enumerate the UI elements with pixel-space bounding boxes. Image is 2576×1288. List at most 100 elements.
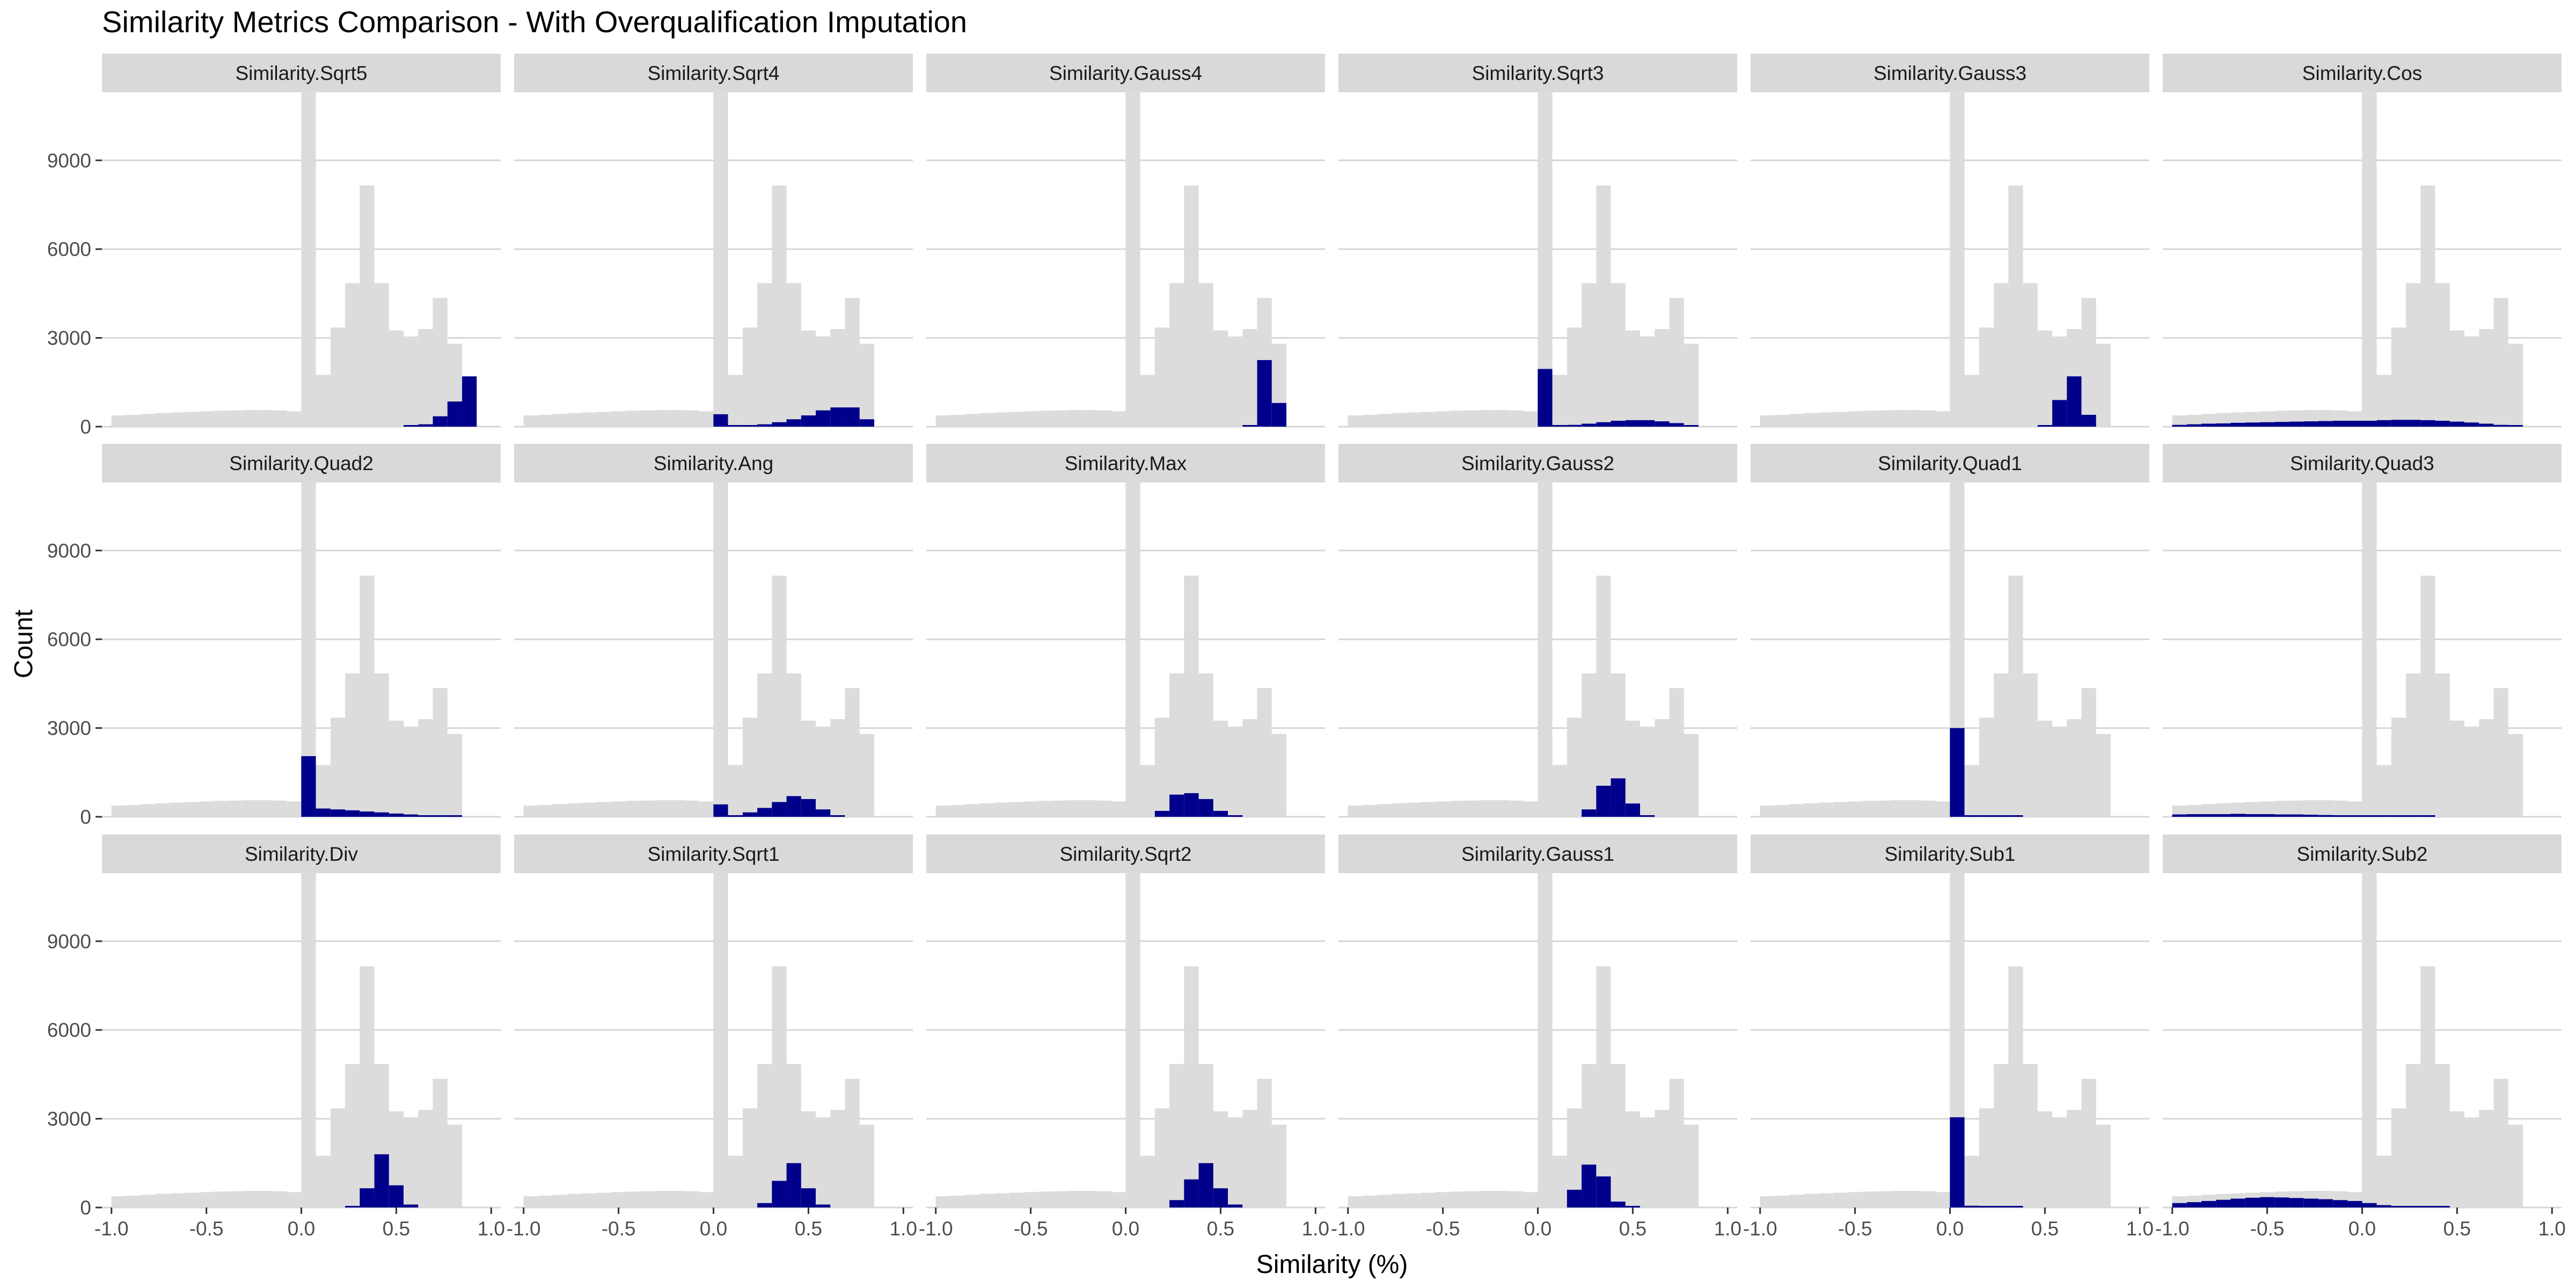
highlight-bar: [1611, 1201, 1626, 1208]
background-bar: [684, 410, 699, 427]
background-bar: [786, 673, 801, 817]
background-bar: [1465, 410, 1480, 427]
background-bar: [640, 800, 655, 817]
background-bar: [2067, 1110, 2082, 1208]
background-bar: [1640, 1117, 1655, 1208]
background-bar: [1640, 336, 1655, 427]
highlight-bar: [345, 810, 360, 817]
x-tick-label: 1.0: [890, 1218, 917, 1240]
background-bar: [1567, 718, 1582, 817]
background-bar: [935, 1196, 950, 1208]
background-bar: [1774, 804, 1789, 817]
background-bar: [1847, 801, 1863, 817]
background-bar: [816, 726, 831, 817]
facet-panel: Similarity.Max: [926, 444, 1325, 818]
background-bar: [301, 91, 316, 427]
x-axis-title: Similarity (%): [1256, 1250, 1408, 1279]
background-bar: [1184, 575, 1199, 817]
facet-strip-label: Similarity.Sub1: [1884, 843, 2015, 865]
background-bar: [1818, 1193, 1833, 1208]
background-bar: [1377, 804, 1392, 817]
facet-strip: [926, 54, 1325, 92]
background-bar: [1596, 966, 1611, 1208]
highlight-bar: [2333, 1200, 2348, 1208]
background-bar: [228, 410, 243, 427]
facet-panel: Similarity.Gauss3: [1751, 54, 2149, 428]
background-bar: [1228, 726, 1243, 817]
background-bar: [1877, 1191, 1892, 1208]
background-bar: [611, 801, 626, 817]
background-bar: [2435, 1064, 2450, 1208]
highlight-bar: [801, 415, 816, 427]
background-bar: [2347, 801, 2362, 817]
background-bar: [1906, 410, 1921, 427]
highlight-bar: [2245, 422, 2260, 427]
highlight-bar: [1552, 425, 1567, 427]
highlight-bar: [2347, 815, 2362, 817]
highlight-bar: [2201, 423, 2216, 427]
background-bar: [1169, 673, 1184, 817]
background-bar: [2479, 1110, 2494, 1208]
facet-strip-label: Similarity.Sqrt5: [235, 62, 367, 84]
x-tick-label: 0.0: [1112, 1218, 1139, 1240]
background-bar: [640, 410, 655, 427]
facet-strip: [514, 444, 913, 482]
background-bar: [582, 1193, 597, 1208]
background-bar: [111, 415, 126, 427]
background-bar: [830, 719, 845, 817]
background-bar: [1421, 412, 1436, 427]
background-bar: [2023, 283, 2038, 427]
facet-strip-label: Similarity.Quad1: [1878, 452, 2022, 474]
background-bar: [1494, 1191, 1509, 1208]
background-bar: [184, 1192, 199, 1208]
highlight-bar: [2230, 422, 2245, 427]
background-bar: [1655, 719, 1670, 817]
facet-panel: Similarity.Sub2 -1.0 -0.5 0.0 0.5 1.0: [2155, 835, 2566, 1240]
x-tick-label: 1.0: [2538, 1218, 2566, 1240]
background-bar: [447, 734, 462, 817]
highlight-bar: [447, 815, 462, 817]
background-bar: [1847, 1192, 1863, 1208]
facet-strip-label: Similarity.Div: [245, 843, 358, 865]
highlight-bar: [2347, 1201, 2362, 1208]
background-bar: [1582, 673, 1597, 817]
background-bar: [699, 801, 714, 817]
background-bar: [301, 872, 316, 1208]
facet-strip: [514, 54, 913, 92]
y-tick-label: 0: [80, 1197, 91, 1219]
background-bar: [141, 1195, 156, 1208]
background-bar: [2096, 1124, 2111, 1208]
highlight-bar: [2479, 423, 2494, 427]
background-bar: [845, 688, 860, 817]
background-bar: [2008, 185, 2023, 427]
facet-strip-label: Similarity.Sqrt2: [1059, 843, 1191, 865]
background-bar: [935, 806, 950, 817]
background-bar: [1494, 800, 1509, 817]
background-bar: [757, 1064, 772, 1208]
facet-panel: Similarity.Sqrt2 -1.0 -0.5 0.0 0.5 1.0: [919, 835, 1329, 1240]
x-tick-label: -0.5: [1838, 1218, 1872, 1240]
background-bar: [170, 802, 185, 817]
highlight-bar: [433, 815, 448, 817]
highlight-bar: [2172, 425, 2187, 427]
x-tick-label: -1.0: [919, 1218, 953, 1240]
background-bar: [214, 411, 229, 427]
background-bar: [582, 802, 597, 817]
highlight-bar: [2464, 422, 2479, 427]
facet-strip: [1751, 835, 2149, 873]
background-bar: [1774, 1195, 1789, 1208]
highlight-bar: [2318, 1199, 2333, 1208]
background-bar: [2008, 575, 2023, 817]
x-tick-label: 0.5: [383, 1218, 410, 1240]
x-tick-label: 0.5: [1207, 1218, 1234, 1240]
highlight-bar: [2376, 420, 2391, 427]
highlight-bar: [728, 425, 743, 427]
background-bar: [728, 375, 743, 427]
background-bar: [1964, 765, 1979, 817]
highlight-bar: [2186, 424, 2201, 427]
background-bar: [272, 1191, 287, 1208]
background-bar: [1833, 1192, 1848, 1208]
background-bar: [1406, 802, 1421, 817]
background-bar: [1509, 800, 1524, 817]
facet-panel: Similarity.Gauss2: [1338, 444, 1737, 818]
